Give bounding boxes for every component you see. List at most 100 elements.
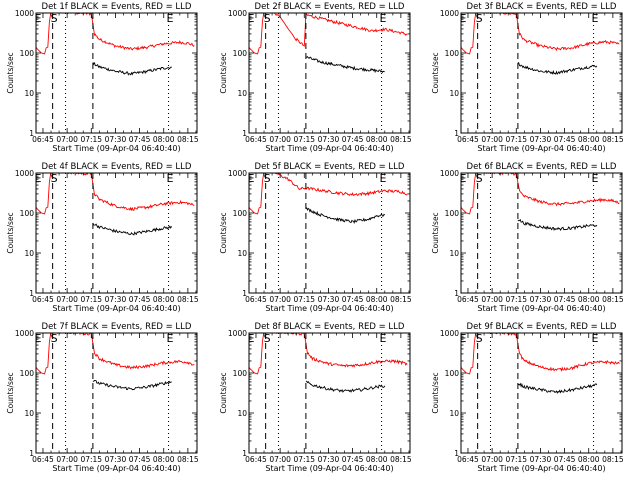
y-axis-label: Counts/sec [219, 212, 228, 253]
x-tick-label: 07:45 [342, 295, 364, 304]
x-tick-label: 08:15 [390, 135, 412, 144]
x-tick-label: 07:30 [105, 455, 127, 464]
y-tick-label: 10 [237, 409, 247, 418]
x-tick-label: 07:00 [481, 135, 503, 144]
y-tick-label: 100 [20, 49, 35, 58]
series-group [461, 333, 620, 394]
y-tick-label: 1000 [228, 329, 247, 338]
x-tick-label: 07:30 [318, 295, 340, 304]
y-tick-label: 10 [237, 89, 247, 98]
lld-series-line [249, 13, 408, 55]
y-axis-label: Counts/sec [6, 52, 15, 93]
x-tick-label: 08:15 [177, 455, 199, 464]
x-axis-label: Start Time (09-Apr-04 06:40:40) [265, 304, 393, 313]
axes-frame [35, 12, 198, 134]
y-tick-label: 10 [449, 409, 459, 418]
x-tick-label: 07:45 [129, 135, 151, 144]
x-tick-label: 07:15 [80, 135, 102, 144]
y-axis-label: Counts/sec [6, 212, 15, 253]
lld-series-line [249, 173, 408, 215]
x-tick-label: 06:45 [32, 295, 54, 304]
y-tick-label: 100 [233, 369, 248, 378]
x-tick-label: 07:45 [554, 135, 576, 144]
y-tick-label: 1000 [15, 169, 34, 178]
y-tick-label: 1000 [15, 9, 34, 18]
events-series-line [305, 207, 386, 225]
marker-e: E [167, 12, 174, 25]
x-tick-label: 07:30 [318, 455, 340, 464]
x-tick-label: 07:15 [505, 295, 527, 304]
y-tick-label: 100 [445, 369, 460, 378]
series-group [249, 333, 408, 393]
x-tick-label: 08:15 [390, 455, 412, 464]
x-tick-label: 07:00 [481, 455, 503, 464]
x-tick-label: 06:45 [457, 295, 479, 304]
y-tick-label: 10 [449, 249, 459, 258]
panel-title: Det 1f BLACK = Events, RED = LLD [42, 2, 192, 12]
x-tick-label: 07:15 [505, 135, 527, 144]
marker-e: E [380, 12, 387, 25]
series-group [249, 13, 408, 74]
lld-series-line [36, 173, 195, 215]
x-axis-label: Start Time (09-Apr-04 06:40:40) [52, 304, 180, 313]
y-tick-label: 100 [445, 209, 460, 218]
x-tick-label: 08:15 [177, 295, 199, 304]
axes-frame [35, 172, 198, 294]
x-tick-label: 07:15 [80, 295, 102, 304]
x-tick-label: 08:00 [578, 135, 600, 144]
x-tick-label: 07:30 [318, 135, 340, 144]
x-tick-label: 06:45 [457, 135, 479, 144]
y-tick-label: 100 [445, 49, 460, 58]
x-tick-label: 08:00 [366, 135, 388, 144]
x-tick-label: 07:00 [269, 135, 291, 144]
x-tick-label: 07:00 [481, 295, 503, 304]
y-tick-label: 1 [242, 449, 247, 458]
marker-e: E [35, 12, 42, 25]
x-axis-label: Start Time (09-Apr-04 06:40:40) [52, 464, 180, 473]
x-tick-label: 07:45 [554, 295, 576, 304]
axes-frame [248, 172, 411, 294]
panel-title: Det 3f BLACK = Events, RED = LLD [467, 2, 617, 12]
x-tick-label: 07:15 [80, 455, 102, 464]
panel-title: Det 7f BLACK = Events, RED = LLD [42, 322, 192, 332]
y-tick-label: 1 [242, 129, 247, 138]
x-tick-label: 07:30 [105, 135, 127, 144]
y-tick-label: 1 [29, 449, 34, 458]
x-axis-label: Start Time (09-Apr-04 06:40:40) [477, 144, 605, 153]
x-tick-label: 06:45 [32, 135, 54, 144]
marker-s: S [476, 172, 483, 185]
y-tick-label: 100 [20, 369, 35, 378]
y-axis-label: Counts/sec [431, 372, 440, 413]
x-axis-label: Start Time (09-Apr-04 06:40:40) [265, 464, 393, 473]
y-tick-label: 1 [454, 289, 459, 298]
y-tick-label: 10 [24, 249, 34, 258]
events-series-line [517, 62, 598, 75]
x-tick-label: 07:00 [56, 295, 78, 304]
series-group [36, 333, 195, 391]
axes-frame [248, 332, 411, 454]
x-tick-label: 07:00 [56, 135, 78, 144]
axes-frame [35, 332, 198, 454]
x-tick-label: 08:00 [366, 295, 388, 304]
x-axis-label: Start Time (09-Apr-04 06:40:40) [477, 304, 605, 313]
x-axis-label: Start Time (09-Apr-04 06:40:40) [265, 144, 393, 153]
x-tick-label: 08:00 [153, 295, 175, 304]
y-tick-label: 100 [233, 209, 248, 218]
events-series-line [305, 380, 386, 393]
x-tick-label: 06:45 [245, 455, 267, 464]
events-series-line [305, 55, 385, 74]
events-series-line [92, 222, 173, 236]
events-series-line [92, 379, 172, 391]
x-tick-label: 07:30 [530, 455, 552, 464]
y-tick-label: 1000 [440, 329, 459, 338]
marker-s: S [476, 12, 483, 25]
x-tick-label: 08:00 [366, 455, 388, 464]
x-tick-label: 08:15 [602, 455, 624, 464]
x-tick-label: 07:30 [105, 295, 127, 304]
x-tick-label: 07:45 [129, 455, 151, 464]
x-tick-label: 07:00 [269, 455, 291, 464]
